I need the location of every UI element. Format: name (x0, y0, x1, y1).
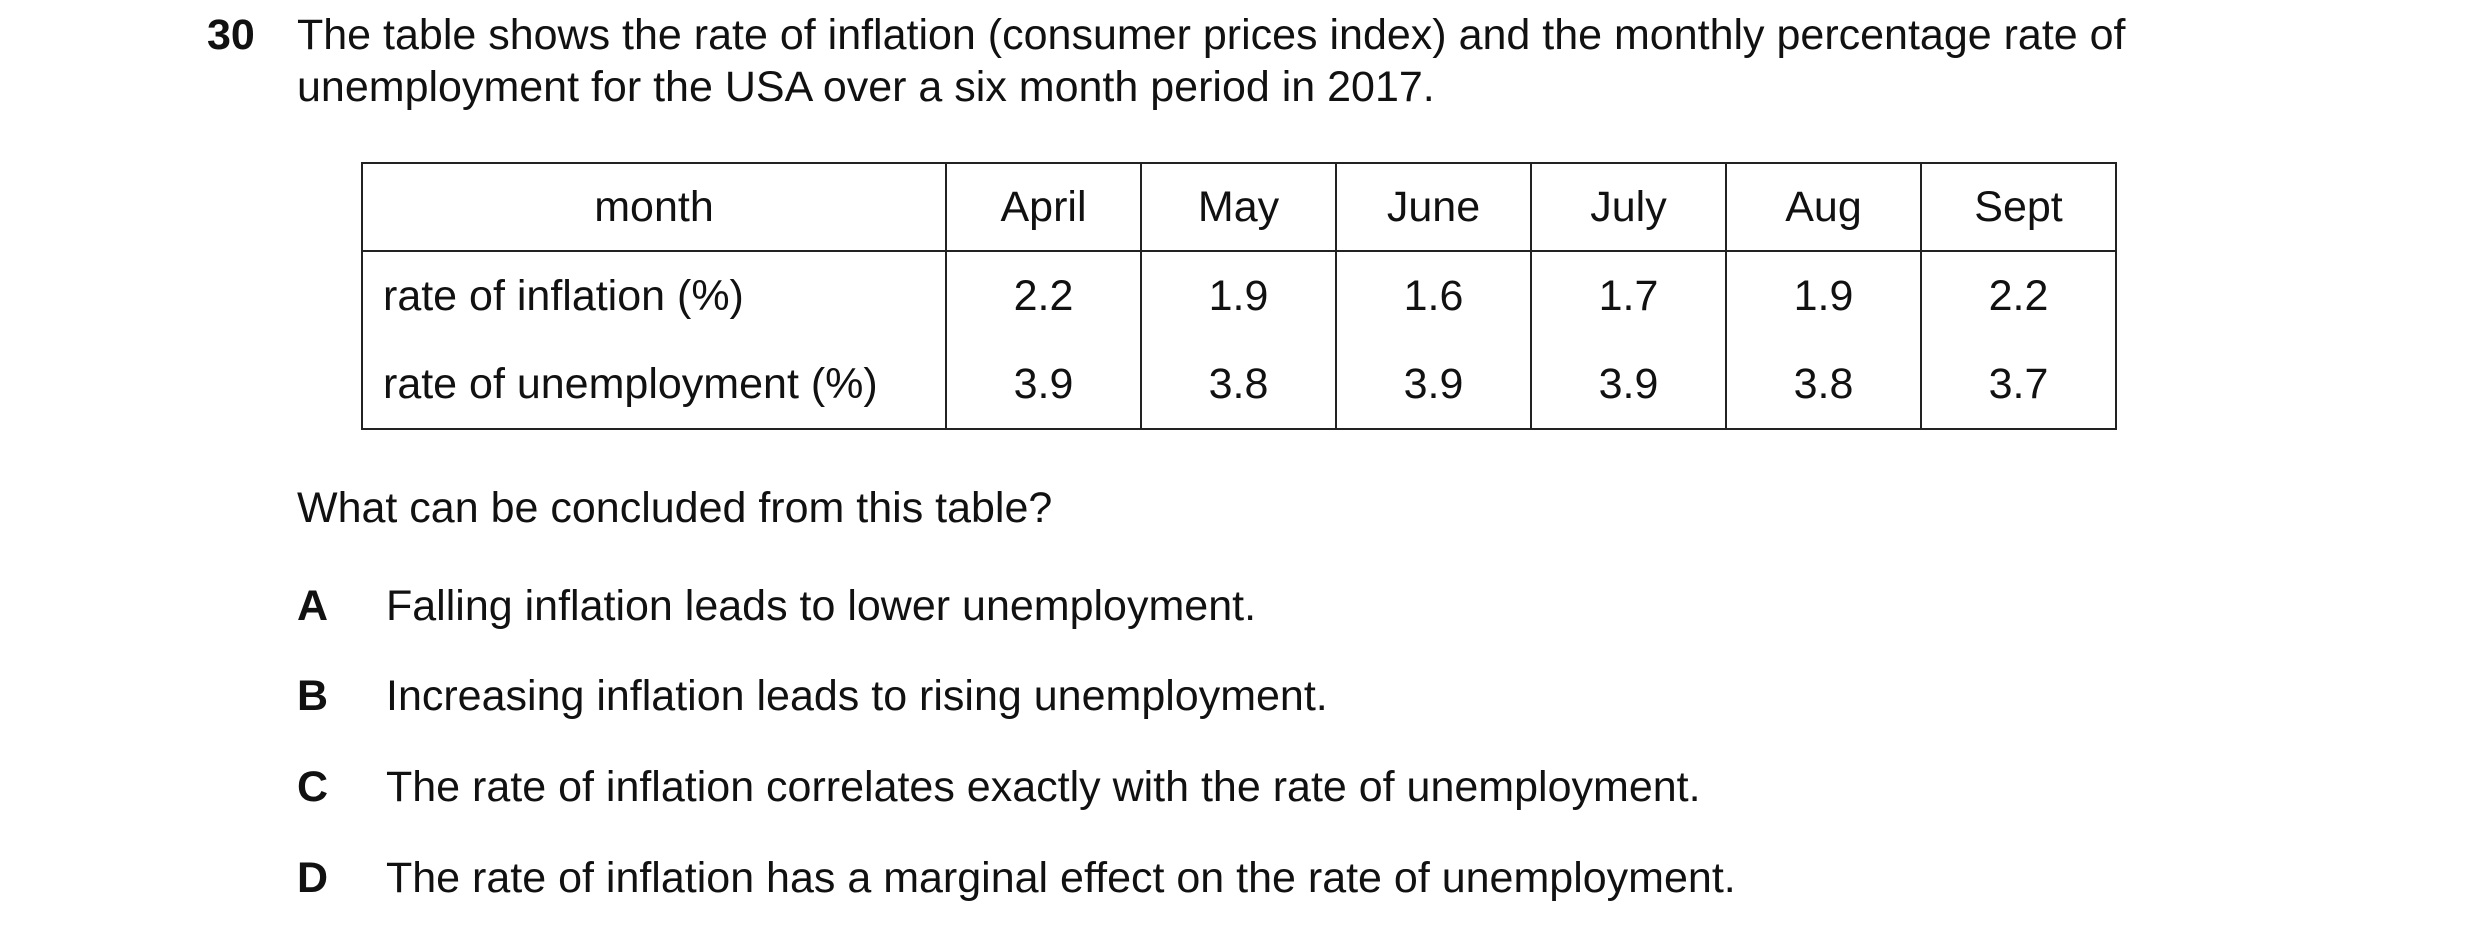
header-cell: Sept (1920, 162, 2117, 252)
cell: 1.9 (1725, 251, 1922, 340)
row-label: rate of inflation (%) (361, 251, 947, 340)
cell: 2.2 (945, 251, 1142, 340)
option-text: Increasing inflation leads to rising une… (386, 672, 1328, 720)
header-cell: May (1140, 162, 1337, 252)
option-letter: D (297, 854, 329, 902)
option-letter: A (297, 582, 329, 630)
cell: 3.7 (1920, 340, 2117, 430)
row-label: rate of unemployment (%) (361, 340, 947, 430)
question-stem: The table shows the rate of inflation (c… (297, 11, 2126, 59)
data-table: month April May June July Aug Sept rate … (361, 162, 2117, 430)
cell: 3.8 (1140, 340, 1337, 430)
cell: 3.8 (1725, 340, 1922, 430)
cell: 3.9 (1335, 340, 1532, 430)
header-cell: June (1335, 162, 1532, 252)
cell: 1.9 (1140, 251, 1337, 340)
question-number: 30 (207, 11, 255, 59)
option-text: The rate of inflation correlates exactly… (386, 763, 1701, 811)
header-cell: July (1530, 162, 1727, 252)
table-row: rate of inflation (%) 2.2 1.9 1.6 1.7 1.… (361, 251, 2117, 340)
header-cell: month (361, 162, 947, 252)
cell: 3.9 (1530, 340, 1727, 430)
option-text: Falling inflation leads to lower unemplo… (386, 582, 1257, 630)
header-row: month April May June July Aug Sept (361, 162, 2117, 252)
cell: 2.2 (1920, 251, 2117, 340)
cell: 1.7 (1530, 251, 1727, 340)
header-cell: April (945, 162, 1142, 252)
option-letter: B (297, 672, 329, 720)
cell: 3.9 (945, 340, 1142, 430)
question-stem: unemployment for the USA over a six mont… (297, 63, 1435, 111)
cell: 1.6 (1335, 251, 1532, 340)
prompt: What can be concluded from this table? (297, 484, 1053, 532)
option-text: The rate of inflation has a marginal eff… (386, 854, 1736, 902)
table-row: rate of unemployment (%) 3.9 3.8 3.9 3.9… (361, 340, 2117, 430)
header-cell: Aug (1725, 162, 1922, 252)
option-letter: C (297, 763, 329, 811)
